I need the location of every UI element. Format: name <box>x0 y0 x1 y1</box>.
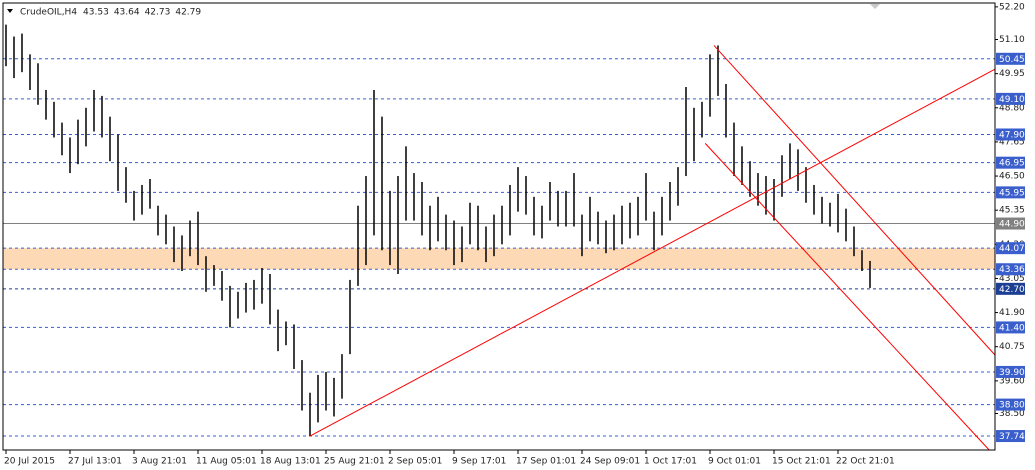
level-label-box <box>996 217 1025 230</box>
level-label-text: 41.40 <box>999 323 1025 333</box>
y-tick-label: 39.60 <box>999 376 1025 386</box>
level-label-box <box>996 398 1025 411</box>
x-tick-label: 11 Aug 05:01 <box>196 457 257 467</box>
y-tick-label: 38.50 <box>999 409 1025 419</box>
y-tick-label: 41.90 <box>999 308 1025 318</box>
level-label: 50.45 <box>996 52 1025 65</box>
scroll-marker[interactable] <box>870 4 880 9</box>
header-value: 42.73 <box>145 8 171 18</box>
level-label-text: 44.90 <box>999 220 1025 230</box>
header-value: 43.53 <box>83 8 109 18</box>
x-tick-label: 1 Oct 17:01 <box>644 457 697 467</box>
header-value: 43.64 <box>114 8 140 18</box>
level-label: 44.90 <box>996 217 1025 230</box>
level-label-box <box>996 430 1025 443</box>
level-label-box <box>996 282 1025 295</box>
menu-arrow[interactable] <box>7 9 13 13</box>
trend-line <box>713 45 996 356</box>
level-label-box <box>996 128 1025 141</box>
level-label-box <box>996 156 1025 169</box>
level-label: 49.10 <box>996 92 1025 105</box>
level-label: 38.80 <box>996 398 1025 411</box>
trend-line <box>704 143 990 451</box>
level-label-text: 47.90 <box>999 130 1025 140</box>
plot-frame <box>2 2 996 451</box>
x-tick-label: 24 Sep 09:01 <box>580 457 640 467</box>
x-tick-label: 9 Sep 17:01 <box>452 457 506 467</box>
level-label-text: 39.90 <box>999 368 1025 378</box>
level-label: 47.90 <box>996 128 1025 141</box>
y-tick-label: 43.05 <box>999 274 1025 284</box>
x-tick-label: 25 Aug 21:01 <box>324 457 385 467</box>
y-tick-label: 52.20 <box>999 2 1025 12</box>
y-tick-label: 51.10 <box>999 35 1025 45</box>
level-label-text: 46.95 <box>999 159 1025 169</box>
level-label-box <box>996 92 1025 105</box>
x-tick-label: 15 Oct 21:01 <box>772 457 831 467</box>
x-tick-label: 22 Oct 21:01 <box>836 457 895 467</box>
x-tick-label: 17 Sep 01:01 <box>516 457 576 467</box>
level-label-text: 44.07 <box>999 244 1025 254</box>
symbol: CrudeOIL,H4 <box>20 8 77 18</box>
level-label: 39.90 <box>996 365 1025 378</box>
level-label-box <box>996 52 1025 65</box>
y-tick-label: 45.35 <box>999 206 1025 216</box>
level-label: 37.74 <box>996 430 1025 443</box>
plot-area <box>3 24 996 451</box>
x-tick-label: 27 Jul 13:01 <box>68 457 122 467</box>
x-tick-label: 2 Sep 05:01 <box>388 457 442 467</box>
y-tick-label: 40.75 <box>999 342 1025 352</box>
y-tick-label: 48.80 <box>999 103 1025 113</box>
level-label-text: 45.95 <box>999 188 1025 198</box>
y-tick-label: 46.50 <box>999 172 1025 182</box>
level-label-box <box>996 365 1025 378</box>
level-label-text: 49.10 <box>999 95 1025 105</box>
level-label-text: 43.36 <box>999 265 1025 275</box>
x-tick-label: 20 Jul 2015 <box>4 457 55 467</box>
level-label-box <box>996 263 1025 276</box>
price-zone <box>3 248 995 270</box>
x-tick-label: 3 Aug 21:01 <box>132 457 187 467</box>
level-label-text: 38.80 <box>999 401 1025 411</box>
level-label: 41.40 <box>996 321 1025 334</box>
level-label-box <box>996 186 1025 199</box>
x-tick-label: 18 Aug 13:01 <box>260 457 321 467</box>
level-label: 46.95 <box>996 156 1025 169</box>
trend-line <box>309 68 996 437</box>
y-tick-label: 47.65 <box>999 137 1025 147</box>
level-label-box <box>996 242 1025 255</box>
level-label-text: 50.45 <box>999 55 1025 65</box>
header-value: 42.79 <box>175 8 201 18</box>
level-label-text: 42.70 <box>999 285 1025 295</box>
x-tick-label: 9 Oct 01:01 <box>708 457 761 467</box>
level-label-text: 37.74 <box>999 432 1025 442</box>
level-label: 45.95 <box>996 186 1025 199</box>
y-tick-label: 49.95 <box>999 69 1025 79</box>
level-label: 42.70 <box>996 282 1025 295</box>
level-label: 44.07 <box>996 242 1025 255</box>
level-label: 43.36 <box>996 263 1025 276</box>
level-label-box <box>996 321 1025 334</box>
